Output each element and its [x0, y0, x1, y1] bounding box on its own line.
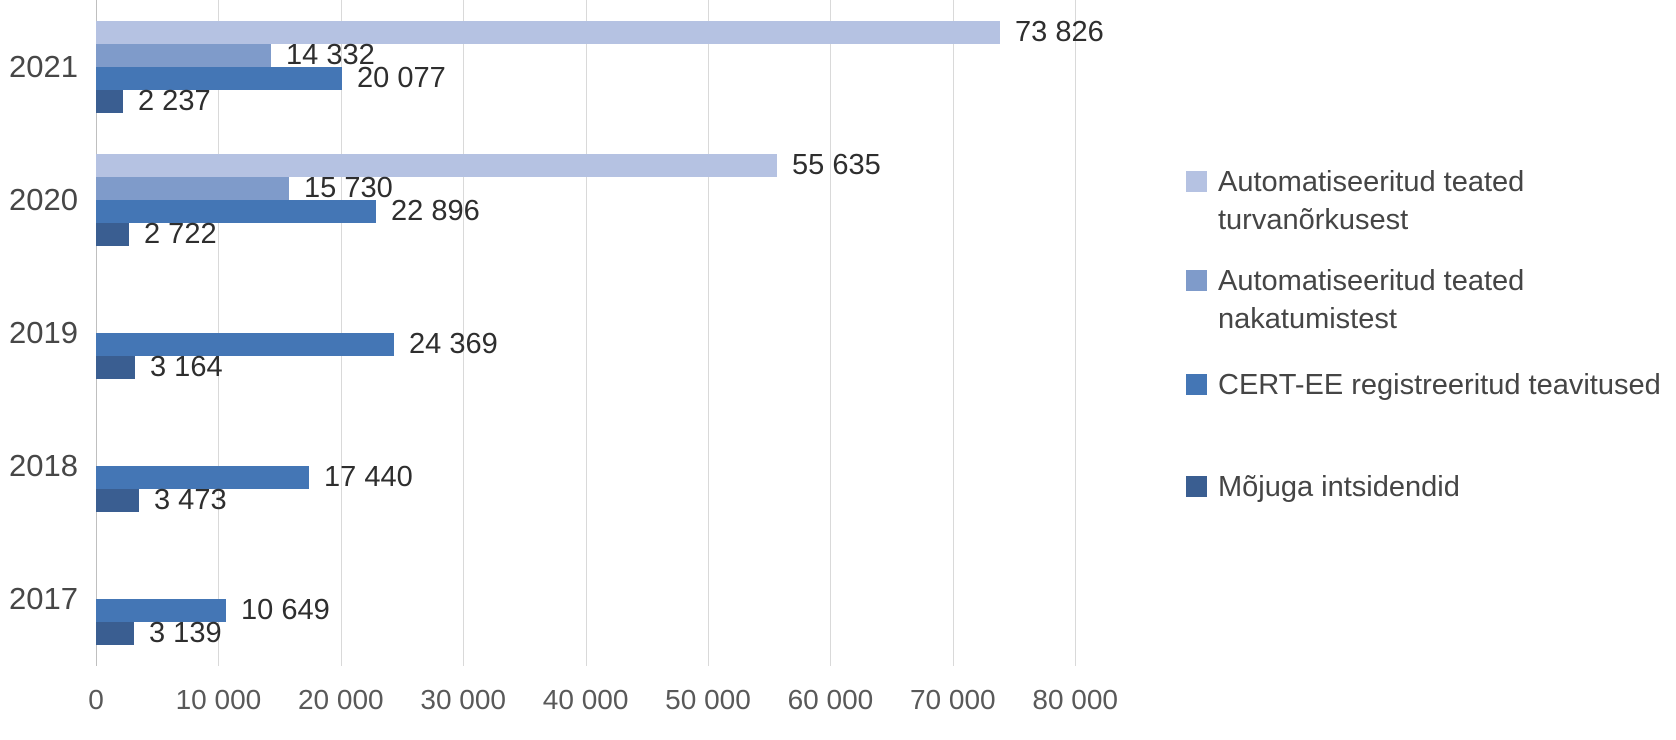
- x-tick-label: 50 000: [665, 684, 751, 715]
- legend-item-4: Mõjuga intsidendid: [1186, 468, 1460, 506]
- bar-value-label: 3 164: [150, 351, 223, 383]
- bar-value-label: 22 896: [391, 194, 480, 227]
- x-tick-label: 60 000: [787, 684, 874, 715]
- category-label-2021: 2021: [9, 48, 78, 84]
- bar-series1-2020: [96, 153, 777, 177]
- bar-value-label: 2 722: [144, 217, 217, 250]
- legend-item-3: CERT-EE registreeritud teavitused: [1186, 366, 1661, 404]
- bar-value-label: 3 139: [149, 617, 222, 650]
- bar-series2-2021: [96, 43, 271, 67]
- bar-series3-2018: [96, 466, 309, 490]
- legend-swatch-icon: [1186, 374, 1207, 395]
- bar-series3-2019: [96, 333, 394, 356]
- bar-series3-2017: [96, 599, 226, 623]
- legend-label: Mõjuga intsidendid: [1218, 468, 1460, 506]
- legend-item-1: Automatiseeritud teated turvanõrkusest: [1186, 163, 1524, 239]
- bar-series4-2021: [96, 89, 123, 113]
- bar-series1-2021: [96, 20, 1000, 44]
- bar-value-label: 10 649: [241, 594, 330, 627]
- legend-label-line: nakatumistest: [1218, 303, 1397, 335]
- legend-swatch-icon: [1186, 270, 1207, 291]
- bar-series3-2021: [96, 66, 342, 90]
- bar-series4-2017: [96, 622, 134, 646]
- bar-value-label: 2 237: [138, 84, 211, 117]
- bar-series4-2018: [96, 489, 139, 513]
- category-label-2017: 2017: [9, 581, 78, 617]
- legend-item-2: Automatiseeritud teated nakatumistest: [1186, 262, 1524, 338]
- category-label-2020: 2020: [9, 181, 78, 217]
- gridline: [708, 0, 709, 666]
- legend-label: CERT-EE registreeritud teavitused: [1218, 366, 1661, 404]
- bar-value-label: 3 473: [154, 484, 227, 517]
- bar-series4-2019: [96, 356, 135, 379]
- gridline: [830, 0, 832, 666]
- legend-label-line: Automatiseeritud teated: [1218, 166, 1525, 198]
- x-tick-label: 0: [88, 684, 104, 715]
- x-tick-label: 70 000: [909, 684, 996, 715]
- bar-series3-2020: [96, 199, 376, 223]
- bar-value-label: 14 332: [286, 38, 375, 71]
- legend-label: Automatiseeritud teated nakatumistest: [1218, 262, 1524, 338]
- x-tick-label: 20 000: [297, 684, 384, 715]
- bar-value-label: 20 077: [357, 61, 446, 94]
- bar-value-label: 73 826: [1015, 15, 1104, 48]
- x-tick-label: 40 000: [542, 684, 629, 715]
- x-tick-label: 80 000: [1032, 684, 1119, 715]
- bar-series2-2020: [96, 176, 289, 200]
- legend-label-line: turvanõrkusest: [1218, 204, 1409, 236]
- legend-label-line: Mõjuga intsidendid: [1218, 471, 1460, 503]
- bar-value-label: 55 635: [792, 148, 881, 181]
- gridline: [463, 0, 465, 666]
- legend-swatch-icon: [1186, 476, 1207, 497]
- bar-value-label: 15 730: [304, 171, 393, 204]
- x-tick-label: 10 000: [175, 684, 262, 715]
- category-label-2019: 2019: [9, 315, 78, 350]
- legend-label-line: Automatiseeritud teated: [1218, 265, 1525, 297]
- category-label-2018: 2018: [9, 448, 78, 484]
- x-tick-label: 30 000: [420, 684, 507, 715]
- legend-swatch-icon: [1186, 171, 1207, 192]
- bar-value-label: 17 440: [324, 461, 413, 494]
- bar-value-label: 24 369: [409, 328, 498, 360]
- gridline: [952, 0, 954, 666]
- legend-label-line: CERT-EE registreeritud teavitused: [1218, 369, 1661, 401]
- bar-series4-2020: [96, 222, 129, 246]
- legend-label: Automatiseeritud teated turvanõrkusest: [1218, 163, 1524, 239]
- gridline: [1075, 0, 1077, 666]
- gridline: [585, 0, 587, 666]
